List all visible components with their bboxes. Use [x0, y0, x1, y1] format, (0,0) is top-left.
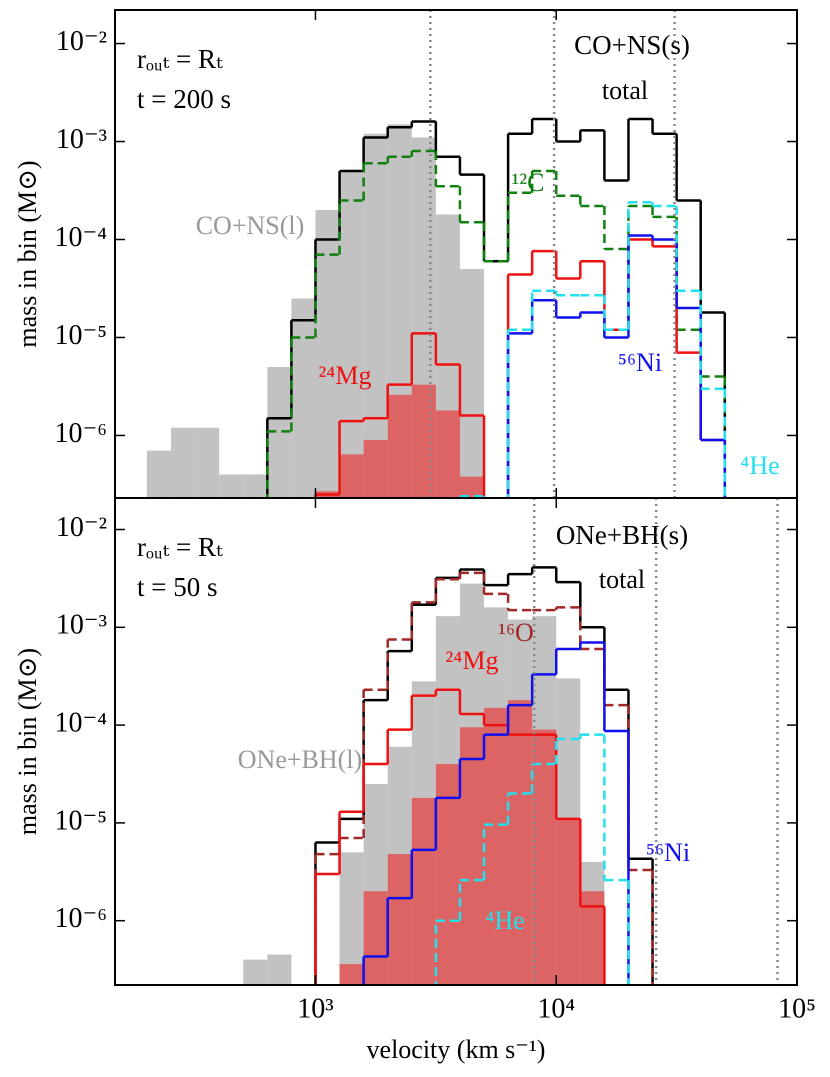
- series-label: ²⁴Mg: [446, 646, 499, 675]
- series-label: ⁴He: [485, 906, 524, 935]
- axes-frame: [114, 497, 798, 986]
- series-label: ¹²C: [512, 168, 545, 197]
- hist-bar: [508, 700, 533, 985]
- annotation: ONe+BH(s): [556, 520, 688, 550]
- hist-bar: [243, 474, 268, 498]
- x-tick-label: 10³: [297, 993, 333, 1024]
- hist-bar: [532, 729, 557, 985]
- y-tick-label: 10⁻³: [56, 610, 107, 641]
- overlay: CO+NS(l) total ¹²C ²⁴Mg ⁵⁶Ni ⁴He 10⁻² 10⁻³ 10⁻⁴ 1…: [13, 9, 816, 1064]
- annotation: t = 50 s: [137, 572, 218, 602]
- hist-bar: [267, 366, 292, 498]
- hist-bar: [146, 450, 172, 498]
- hist-bar: [363, 439, 388, 498]
- panel-plot: [243, 498, 779, 985]
- hist-bar: [195, 427, 220, 498]
- x-axis-label: velocity (km s⁻¹): [367, 1035, 546, 1064]
- hist-bar: [171, 427, 196, 498]
- hist-bar: [243, 959, 268, 985]
- y-tick-label: 10⁻⁶: [54, 903, 107, 934]
- y-tick-label: 10⁻⁵: [54, 320, 107, 351]
- hist-bar: [339, 852, 364, 985]
- series-label: ⁵⁶Ni: [646, 838, 690, 867]
- y-tick-label: 10⁻⁴: [54, 222, 107, 253]
- annotation: rₒᵤₜ = Rₜ: [137, 532, 223, 562]
- y-tick-label: 10⁻²: [56, 512, 107, 543]
- series-label: CO+NS(l): [196, 211, 305, 240]
- annotation: CO+NS(s): [574, 30, 690, 60]
- y-tick-label: 10⁻³: [56, 124, 107, 155]
- hist-bar: [219, 474, 244, 498]
- hist-bar: [363, 133, 388, 498]
- series-label: ⁵⁶Ni: [618, 348, 662, 377]
- hist-bar: [411, 797, 436, 985]
- series-label: ONe+BH(l): [238, 745, 362, 774]
- hist-bar: [411, 384, 436, 498]
- hist-bar: [459, 476, 485, 498]
- y-tick-label: 10⁻²: [56, 26, 107, 57]
- y-tick-label: 10⁻⁵: [54, 805, 107, 836]
- hist-bar: [459, 727, 485, 985]
- series-label: ¹⁶O: [498, 618, 534, 647]
- series-label: ²⁴Mg: [319, 361, 372, 390]
- annotation: t = 200 s: [137, 84, 231, 114]
- y-tick-label: 10⁻⁴: [54, 708, 107, 739]
- hist-bar: [267, 954, 292, 985]
- hist-bar: [339, 964, 364, 985]
- hist-bar: [387, 854, 412, 985]
- series-label: total: [602, 76, 648, 105]
- x-tick-label: 10⁴: [537, 993, 575, 1024]
- hist-bar: [459, 269, 485, 498]
- hist-bar: [484, 707, 509, 985]
- hist-bar: [339, 454, 364, 498]
- hist-bar: [435, 764, 460, 985]
- hist-bar: [556, 818, 581, 985]
- hist-bar: [387, 394, 412, 498]
- hist-riser: [362, 642, 630, 985]
- hist-riser: [458, 202, 727, 498]
- hist-riser: [434, 734, 630, 985]
- panel-plot: [146, 10, 727, 498]
- y-tick-label: 10⁻⁶: [54, 418, 107, 449]
- hist-bar: [315, 210, 340, 498]
- series-label: ⁴He: [740, 451, 779, 480]
- series-label: total: [599, 565, 645, 594]
- hist-bar: [363, 891, 388, 985]
- hist-bar: [291, 298, 316, 498]
- hist-bar: [339, 171, 364, 498]
- hist-bar: [435, 410, 460, 498]
- annotation: rₒᵤₜ = Rₜ: [137, 44, 223, 74]
- y-axis-label: mass in bin (M⊙): [13, 648, 42, 835]
- y-axis-label: mass in bin (M⊙): [13, 160, 42, 347]
- x-tick-label: 10⁵: [778, 993, 816, 1024]
